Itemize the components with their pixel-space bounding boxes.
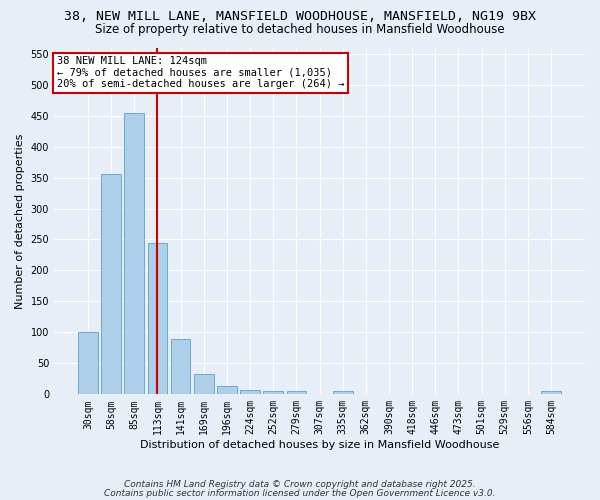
Text: Size of property relative to detached houses in Mansfield Woodhouse: Size of property relative to detached ho… xyxy=(95,22,505,36)
Bar xyxy=(194,374,214,394)
Text: Contains public sector information licensed under the Open Government Licence v3: Contains public sector information licen… xyxy=(104,488,496,498)
Bar xyxy=(101,174,121,394)
Text: 38 NEW MILL LANE: 124sqm
← 79% of detached houses are smaller (1,035)
20% of sem: 38 NEW MILL LANE: 124sqm ← 79% of detach… xyxy=(56,56,344,90)
Bar xyxy=(78,332,98,394)
Bar xyxy=(263,391,283,394)
Text: 38, NEW MILL LANE, MANSFIELD WOODHOUSE, MANSFIELD, NG19 9BX: 38, NEW MILL LANE, MANSFIELD WOODHOUSE, … xyxy=(64,10,536,23)
X-axis label: Distribution of detached houses by size in Mansfield Woodhouse: Distribution of detached houses by size … xyxy=(140,440,499,450)
Bar xyxy=(171,338,190,394)
Bar xyxy=(240,390,260,394)
Bar xyxy=(333,391,353,394)
Text: Contains HM Land Registry data © Crown copyright and database right 2025.: Contains HM Land Registry data © Crown c… xyxy=(124,480,476,489)
Y-axis label: Number of detached properties: Number of detached properties xyxy=(15,133,25,308)
Bar xyxy=(541,391,561,394)
Bar xyxy=(148,242,167,394)
Bar xyxy=(287,391,306,394)
Bar xyxy=(124,112,144,394)
Bar xyxy=(217,386,237,394)
